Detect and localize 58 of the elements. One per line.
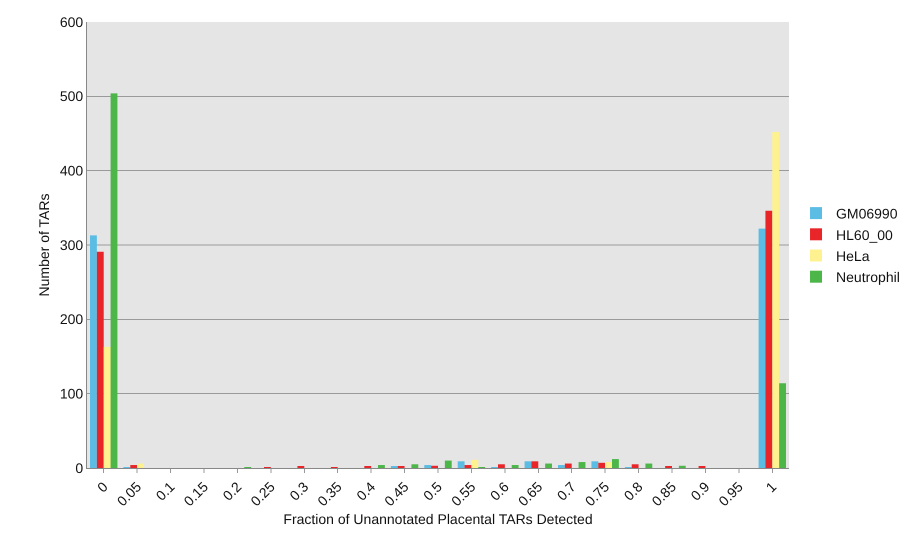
x-tick-label: 1 <box>762 478 780 496</box>
bar <box>130 465 138 468</box>
bar <box>578 462 586 468</box>
y-tick-label: 200 <box>60 311 84 328</box>
legend-label: Neutrophil <box>836 269 900 286</box>
bar <box>758 228 766 468</box>
y-tick-label: 100 <box>60 386 84 402</box>
x-tick-label: 0.7 <box>554 478 579 504</box>
x-tick-label: 0.05 <box>114 478 144 510</box>
bar <box>612 459 619 468</box>
bar <box>605 462 612 468</box>
bar <box>772 132 780 468</box>
bar <box>90 235 97 468</box>
bar <box>471 460 478 468</box>
bar <box>444 460 452 468</box>
x-tick-label: 0.9 <box>687 478 713 504</box>
bar <box>558 465 565 468</box>
bar <box>545 464 552 468</box>
bar <box>765 210 772 468</box>
x-tick-label: 0.8 <box>620 478 646 504</box>
y-tick-label: 400 <box>60 162 84 179</box>
bar <box>104 346 111 468</box>
x-tick-label: 0.75 <box>582 478 612 510</box>
x-tick-label: 0.35 <box>314 478 345 510</box>
bar <box>779 383 786 468</box>
x-tick-label: 0.3 <box>286 478 312 504</box>
x-tick-label: 0.5 <box>420 478 446 504</box>
y-tick-label: 500 <box>60 88 84 104</box>
x-tick-label: 0.1 <box>152 478 178 504</box>
bar <box>137 464 144 468</box>
x-tick-label: 0.6 <box>486 478 512 504</box>
bar <box>632 464 639 468</box>
legend-label: GM06990 <box>836 206 898 222</box>
bar <box>645 464 652 468</box>
y-tick-label: 0 <box>75 460 84 476</box>
y-axis-title: Number of TARs <box>36 194 52 296</box>
bar <box>524 461 532 468</box>
bar <box>498 464 505 468</box>
bar <box>411 464 418 468</box>
y-tick-label: 300 <box>60 236 84 253</box>
legend-label: HL60_00 <box>836 226 894 243</box>
bar <box>512 465 519 468</box>
bar <box>110 93 118 468</box>
bar <box>531 461 538 468</box>
x-axis-title: Fraction of Unannotated Placental TARs Detected <box>283 511 593 528</box>
bar <box>564 464 572 468</box>
bar <box>378 465 385 468</box>
y-tick-label: 600 <box>60 14 84 30</box>
bar <box>96 252 104 468</box>
bar <box>464 465 472 468</box>
bar <box>591 461 598 468</box>
bar <box>424 465 432 468</box>
x-tick-label: 0 <box>94 478 111 496</box>
bar <box>458 461 465 468</box>
x-tick-label: 0.2 <box>219 478 245 504</box>
bar <box>598 462 606 468</box>
legend-label: HeLa <box>836 248 870 264</box>
x-tick-label: 0.4 <box>353 478 378 504</box>
